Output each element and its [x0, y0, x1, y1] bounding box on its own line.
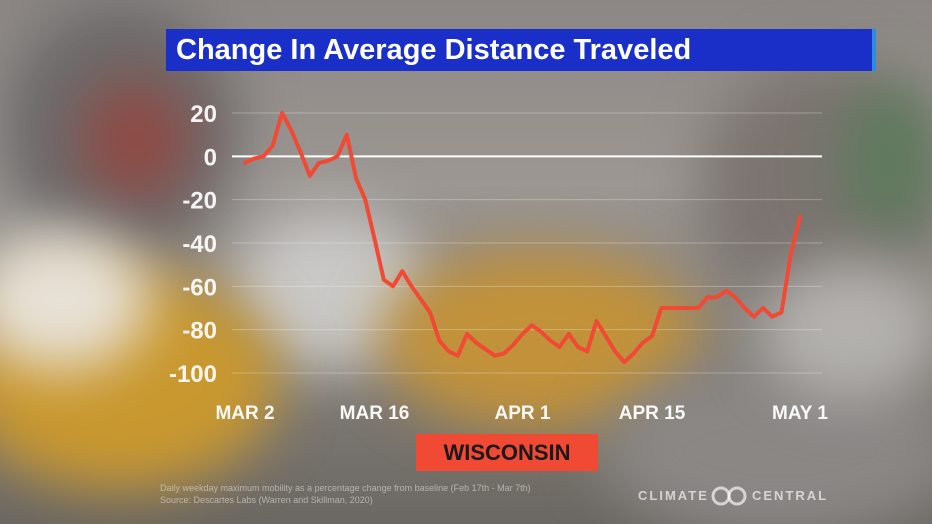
data-point — [613, 349, 617, 353]
data-point — [345, 133, 349, 137]
data-point — [743, 306, 746, 310]
data-point — [770, 315, 774, 319]
chart-series — [243, 111, 802, 365]
data-point — [299, 150, 302, 154]
y-tick-label: -60 — [182, 274, 217, 301]
x-tick-label: APR 1 — [495, 403, 551, 424]
footnote-line-2: Source: Descartes Labs (Warren and Skill… — [160, 495, 373, 505]
data-point — [798, 215, 802, 219]
x-tick-label: MAR 2 — [215, 403, 274, 424]
y-tick-label: -80 — [182, 318, 217, 345]
data-point — [400, 269, 404, 273]
series-line — [243, 111, 802, 365]
footnote-line-1: Daily weekday maximum mobility as a perc… — [160, 483, 531, 493]
data-point — [576, 345, 580, 349]
data-point — [595, 319, 598, 323]
chart-title: Change In Average Distance Traveled — [176, 34, 692, 66]
region-label-box — [416, 434, 598, 471]
brand-name-right: CENTRAL — [752, 488, 829, 503]
y-axis-tick-labels: 20 0 -20 -40 -60 -80 -100 — [169, 101, 217, 388]
data-point — [539, 330, 543, 334]
data-point — [604, 334, 608, 338]
y-tick-label: 20 — [190, 101, 217, 128]
data-point — [428, 310, 432, 314]
data-point — [641, 341, 645, 345]
data-point — [262, 154, 265, 158]
data-point — [521, 332, 524, 336]
data-point — [650, 334, 654, 338]
data-point — [252, 157, 256, 160]
data-point — [733, 295, 737, 299]
footnote: Daily weekday maximum mobility as a perc… — [160, 482, 531, 506]
x-axis-tick-labels: MAR 2 MAR 16 APR 1 APR 15 MAY 1 — [215, 403, 828, 424]
data-point — [585, 349, 589, 353]
y-tick-label: -20 — [182, 188, 217, 215]
x-tick-label: APR 15 — [619, 403, 686, 424]
y-tick-label: 0 — [204, 144, 217, 171]
data-point — [502, 352, 506, 355]
data-point — [632, 352, 635, 355]
background-taxi-blob — [0, 230, 150, 370]
climate-central-logo-icon — [711, 486, 747, 506]
data-point — [780, 310, 783, 314]
data-point — [308, 174, 312, 178]
data-point — [484, 347, 487, 351]
data-point — [465, 332, 469, 336]
data-point — [289, 128, 293, 132]
data-point — [456, 354, 460, 358]
data-point — [511, 343, 515, 347]
data-point — [706, 295, 709, 299]
data-point — [761, 306, 765, 310]
y-tick-label: -40 — [182, 231, 217, 258]
data-point — [326, 159, 330, 163]
data-point — [243, 161, 247, 165]
brand-name-left: CLIMATE — [638, 488, 709, 503]
data-point — [530, 323, 534, 327]
data-point — [354, 176, 358, 180]
data-point — [724, 289, 728, 293]
data-point — [687, 306, 691, 310]
data-point — [280, 111, 284, 115]
background-building-blob — [80, 80, 190, 200]
data-point — [410, 284, 413, 288]
chart-grid — [232, 112, 822, 374]
data-point — [493, 354, 497, 358]
data-point — [622, 360, 626, 364]
data-point — [437, 339, 441, 342]
data-point — [558, 345, 561, 349]
data-point — [715, 295, 719, 299]
data-point — [567, 332, 571, 336]
data-point — [669, 306, 672, 310]
data-point — [548, 339, 552, 342]
data-point — [373, 237, 376, 241]
data-point — [336, 154, 339, 158]
data-point — [678, 306, 682, 310]
data-point — [382, 278, 386, 282]
data-point — [271, 144, 275, 147]
data-point — [419, 297, 423, 301]
y-tick-label: -100 — [169, 361, 217, 388]
data-point — [317, 161, 321, 165]
data-point — [474, 341, 478, 345]
background-foliage-blob — [840, 80, 932, 240]
data-point — [363, 198, 367, 202]
data-point — [447, 349, 450, 353]
x-tick-label: MAR 16 — [340, 403, 410, 424]
title-banner — [166, 29, 876, 71]
data-point — [752, 315, 756, 319]
background-vehicle-blob — [760, 260, 932, 400]
region-label: WISCONSIN — [443, 440, 571, 465]
data-point — [391, 284, 395, 288]
data-point — [659, 306, 663, 310]
x-tick-label: MAY 1 — [772, 403, 828, 424]
data-point — [789, 252, 793, 256]
data-point — [696, 306, 700, 310]
